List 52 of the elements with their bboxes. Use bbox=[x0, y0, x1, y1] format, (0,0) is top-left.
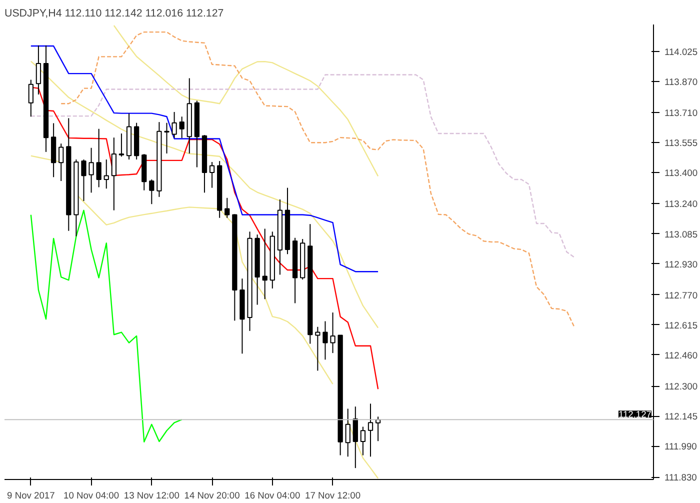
candlestick bbox=[111, 137, 116, 211]
candlestick bbox=[104, 158, 109, 190]
candlestick bbox=[224, 197, 230, 218]
y-tick-label: 114.025 bbox=[664, 46, 698, 57]
y-tick-label: 113.085 bbox=[664, 229, 698, 240]
y-tick-label: 112.930 bbox=[664, 259, 698, 270]
line-series bbox=[30, 60, 379, 328]
candlestick bbox=[172, 111, 177, 138]
y-tick-label: 113.870 bbox=[664, 77, 698, 88]
chart-title: USDJPY,H4 112.110 112.142 112.016 112.127 bbox=[4, 8, 224, 20]
candlestick bbox=[315, 326, 320, 372]
y-tick-label: 112.300 bbox=[664, 382, 698, 392]
candlestick bbox=[96, 128, 102, 188]
candlestick bbox=[322, 320, 328, 360]
line-series bbox=[60, 31, 575, 328]
y-tick-label: 112.615 bbox=[664, 320, 698, 330]
y-tick-label: 111.990 bbox=[664, 442, 697, 452]
candlestick bbox=[209, 162, 215, 188]
candlestick bbox=[360, 426, 366, 456]
x-tick-label: 10 Nov 04:00 bbox=[64, 490, 120, 500]
y-tick-label: 113.555 bbox=[664, 138, 698, 148]
candlestick bbox=[81, 158, 86, 202]
x-tick-label: 16 Nov 04:00 bbox=[244, 490, 300, 500]
candlestick bbox=[164, 122, 170, 154]
line-series bbox=[30, 210, 182, 442]
x-tick-label: 9 Nov 2017 bbox=[7, 490, 55, 500]
ref-line-label: 112.127 bbox=[618, 410, 652, 420]
y-tick-label: 113.710 bbox=[664, 108, 698, 118]
line-series bbox=[30, 45, 379, 272]
x-tick-label: 17 Nov 12:00 bbox=[305, 490, 361, 500]
candlestick bbox=[88, 147, 94, 194]
candlestick bbox=[149, 178, 154, 205]
candlestick bbox=[345, 408, 350, 458]
candlestick bbox=[118, 133, 124, 158]
candlestick bbox=[330, 312, 336, 354]
y-tick-label: 112.460 bbox=[664, 350, 698, 360]
candlestick bbox=[179, 116, 184, 138]
line-series bbox=[30, 74, 575, 258]
candlestick bbox=[28, 79, 34, 118]
x-tick-label: 13 Nov 12:00 bbox=[124, 490, 180, 500]
y-tick-label: 111.830 bbox=[664, 472, 697, 483]
candlestick bbox=[262, 228, 268, 300]
candlestick bbox=[58, 143, 64, 182]
candlestick bbox=[368, 403, 374, 458]
line-series bbox=[113, 24, 379, 177]
candlestick bbox=[36, 44, 42, 96]
y-tick-label: 113.240 bbox=[664, 199, 698, 210]
y-tick-label: 112.770 bbox=[664, 290, 698, 300]
y-tick-label: 112.145 bbox=[664, 412, 698, 422]
x-tick-label: 14 Nov 20:00 bbox=[184, 490, 240, 500]
candlestick bbox=[352, 406, 358, 469]
y-tick-label: 113.400 bbox=[664, 168, 698, 178]
